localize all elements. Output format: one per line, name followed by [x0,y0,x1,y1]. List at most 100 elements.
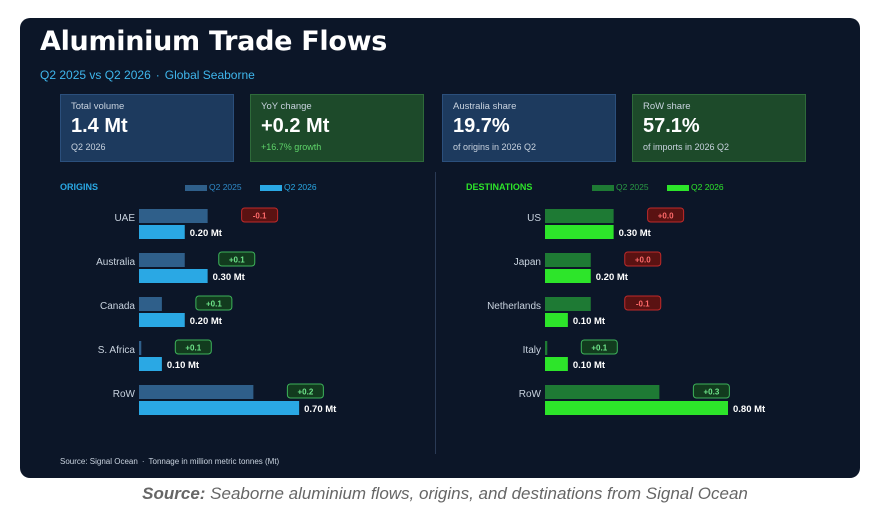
change-badge [647,207,685,223]
category-label: Japan [514,257,541,268]
change-badge [286,383,324,399]
category-label: Canada [100,301,135,312]
bar-2025 [545,385,660,399]
kpi-label: RoW share [643,101,691,112]
value-label: 0.10 Mt [167,360,200,371]
change-badge [692,383,730,399]
bar-2025 [139,297,162,311]
origins-title: ORIGINS [60,182,99,192]
kpi-note: of origins in 2026 Q2 [453,142,537,152]
subtitle-period: Q2 2025 vs Q2 2026 [40,68,151,82]
value-label: 0.80 Mt [733,404,766,415]
legend-swatch [592,184,614,191]
change-label: +0.1 [229,256,245,265]
legend-label: Q2 2026 [284,182,317,192]
bar-2025 [545,297,591,311]
legend-item: Q2 2026 [667,182,724,192]
change-label: +0.1 [591,344,607,353]
kpi-australia-share: Australia share 19.7% of origins in 2026… [442,94,616,162]
category-label: Italy [523,345,541,356]
value-label: 0.10 Mt [573,360,606,371]
destinations-chart: US +0.0 0.30 Mt Japan +0.0 0.20 Mt Netherlands… [487,207,766,415]
change-badge [195,295,233,311]
kpi-value: 19.7% [453,115,510,137]
kpi-value: 57.1% [643,115,700,137]
bar-2026 [139,401,300,415]
caption-text: Seaborne aluminium flows, origins, and d… [210,484,748,503]
bar-2026 [545,401,728,415]
destinations-title: DESTINATIONS [466,182,533,192]
bar-2026 [139,269,208,283]
value-label: 0.30 Mt [619,228,652,239]
legend-swatch [185,184,207,191]
category-label: Australia [96,257,135,268]
origins-legend: Q2 2025 Q2 2026 [185,182,333,192]
change-label: +0.1 [206,300,222,309]
category-label: RoW [113,389,136,400]
origins-chart: UAE -0.1 0.20 Mt Australia +0.1 0.30 Mt Canada… [96,207,337,415]
footer-source: Source: Signal Ocean [60,457,138,466]
legend-label: Q2 2025 [209,182,242,192]
bar-2026 [139,313,185,327]
bar-2025 [545,209,614,223]
kpi-label: YoY change [261,101,312,112]
legend-label: Q2 2026 [691,182,724,192]
change-label: -0.1 [636,300,650,309]
change-label: +0.0 [635,256,651,265]
caption: Source: Seaborne aluminium flows, origin… [0,484,890,504]
bar-2025 [545,253,591,267]
subtitle-scope: Global Seaborne [164,68,255,82]
change-label: +0.0 [658,212,674,221]
change-label: +0.3 [703,388,719,397]
kpi-value: +0.2 Mt [261,115,330,137]
legend-swatch [667,184,689,191]
value-label: 0.10 Mt [573,316,606,327]
category-label: US [527,213,541,224]
footer-note: Source: Signal Ocean · Tonnage in million … [60,457,279,466]
legend-swatch [260,184,282,191]
category-label: RoW [519,389,542,400]
change-badge [241,207,279,223]
bar-2026 [139,225,185,239]
kpi-label: Australia share [453,101,517,112]
subtitle-separator: · [155,68,160,82]
bar-2025 [139,209,208,223]
change-label: +0.1 [185,344,201,353]
kpi-row-share: RoW share 57.1% of imports in 2026 Q2 [632,94,806,162]
bar-2025 [139,385,254,399]
legend-item: Q2 2026 [260,182,317,192]
category-label: S. Africa [98,345,136,356]
section-divider [435,172,436,454]
legend-item: Q2 2025 [185,182,242,192]
kpi-label: Total volume [71,101,125,112]
change-badge [218,251,256,267]
kpi-note: Q2 2026 [71,142,106,152]
category-label: Netherlands [487,301,541,312]
value-label: 0.30 Mt [213,272,246,283]
change-label: -0.1 [253,212,267,221]
bar-2025 [545,341,548,355]
bar-2026 [139,357,162,371]
bar-2026 [545,269,591,283]
value-label: 0.20 Mt [190,316,223,327]
bar-2026 [545,225,614,239]
value-label: 0.70 Mt [304,404,337,415]
value-label: 0.20 Mt [190,228,223,239]
kpi-yoy-change: YoY change +0.2 Mt +16.7% growth [250,94,424,162]
change-badge [174,339,212,355]
legend-label: Q2 2025 [616,182,649,192]
bar-2026 [545,313,568,327]
kpi-total-volume: Total volume 1.4 Mt Q2 2026 [60,94,234,162]
kpi-note: of imports in 2026 Q2 [643,142,730,152]
caption-prefix: Source: [142,484,206,503]
change-badge [624,251,662,267]
kpi-note: +16.7% growth [261,142,322,152]
kpi-value: 1.4 Mt [71,115,128,137]
change-badge [580,339,618,355]
value-label: 0.20 Mt [596,272,629,283]
bar-2025 [139,341,142,355]
destinations-legend: Q2 2025 Q2 2026 [592,182,740,192]
category-label: UAE [114,213,135,224]
footer-unit-note: Tonnage in million metric tonnes (Mt) [148,457,280,466]
bar-2025 [139,253,185,267]
